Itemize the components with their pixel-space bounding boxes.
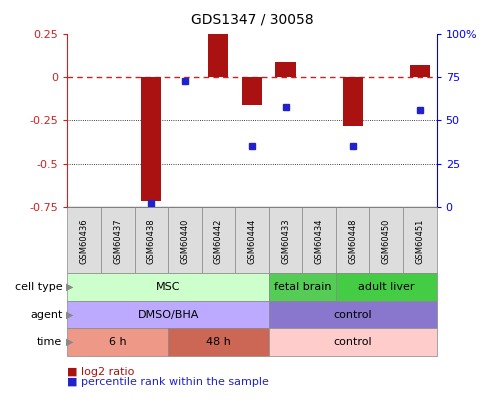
Text: adult liver: adult liver (358, 282, 415, 292)
Text: GSM60442: GSM60442 (214, 219, 223, 264)
Bar (202, 207, 235, 273)
Bar (336, 273, 437, 301)
Text: ■ percentile rank within the sample: ■ percentile rank within the sample (67, 377, 269, 387)
Bar (168, 207, 202, 273)
Text: GSM60437: GSM60437 (113, 218, 122, 264)
Bar (275, 62, 295, 77)
Text: cell type: cell type (15, 282, 62, 292)
Text: fetal brain: fetal brain (273, 282, 331, 292)
Bar (269, 328, 437, 356)
Bar (67, 207, 101, 273)
Text: GSM60438: GSM60438 (147, 218, 156, 264)
Text: GSM60451: GSM60451 (415, 219, 424, 264)
Text: 6 h: 6 h (109, 337, 127, 347)
Bar (242, 77, 262, 105)
Bar (369, 207, 403, 273)
Bar (168, 328, 269, 356)
Bar (302, 207, 336, 273)
Bar (336, 207, 369, 273)
Text: control: control (333, 310, 372, 320)
Bar (269, 207, 302, 273)
Text: GSM60440: GSM60440 (180, 219, 189, 264)
Text: DMSO/BHA: DMSO/BHA (137, 310, 199, 320)
Text: ▶: ▶ (66, 337, 74, 347)
Text: GSM60436: GSM60436 (80, 218, 89, 264)
Bar (209, 34, 229, 77)
Bar (269, 273, 336, 301)
Text: GSM60448: GSM60448 (348, 219, 357, 264)
Text: GSM60450: GSM60450 (382, 219, 391, 264)
Text: GSM60433: GSM60433 (281, 218, 290, 264)
Bar (235, 207, 269, 273)
Bar (135, 207, 168, 273)
Bar (269, 301, 437, 328)
Text: agent: agent (30, 310, 62, 320)
Bar (101, 207, 135, 273)
Bar (67, 301, 269, 328)
Text: control: control (333, 337, 372, 347)
Text: MSC: MSC (156, 282, 180, 292)
Bar (343, 77, 363, 126)
Bar (67, 273, 269, 301)
Text: GSM60444: GSM60444 (248, 219, 256, 264)
Text: 48 h: 48 h (206, 337, 231, 347)
Bar (410, 66, 430, 77)
Text: time: time (37, 337, 62, 347)
Text: GSM60434: GSM60434 (315, 219, 324, 264)
Text: ▶: ▶ (66, 282, 74, 292)
Bar (67, 328, 168, 356)
Bar (403, 207, 437, 273)
Text: GDS1347 / 30058: GDS1347 / 30058 (191, 12, 313, 26)
Text: ■ log2 ratio: ■ log2 ratio (67, 367, 135, 377)
Text: ▶: ▶ (66, 310, 74, 320)
Bar (141, 77, 161, 201)
